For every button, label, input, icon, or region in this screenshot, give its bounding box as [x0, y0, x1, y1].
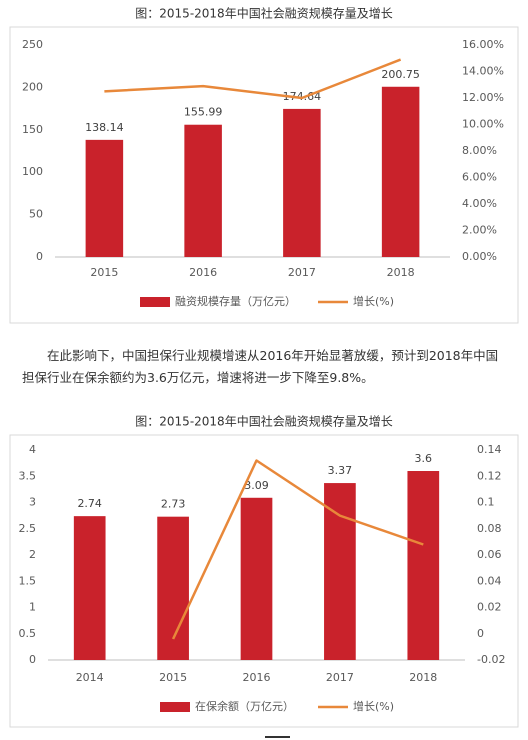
chart-frame: [9, 434, 519, 728]
y2-tick-label: 16.00%: [462, 38, 504, 51]
y2-tick-label: 4.00%: [462, 197, 497, 210]
y-tick-label: 3.5: [19, 469, 37, 482]
y-tick-label: 150: [22, 123, 43, 136]
x-tick-label: 2017: [326, 671, 354, 684]
y-tick-label: 200: [22, 80, 43, 93]
legend-label: 增长(%): [353, 699, 394, 713]
x-tick-label: 2014: [76, 671, 104, 684]
y2-tick-label: 0: [477, 627, 484, 640]
line: [171, 459, 424, 640]
legend-label: 增长(%): [353, 294, 394, 308]
y2-tick-label: 10.00%: [462, 118, 504, 131]
y2-tick-label: -0.02: [477, 653, 505, 666]
bar: [240, 497, 273, 660]
y-tick-label: 1: [29, 601, 36, 614]
chart-frame: [9, 26, 519, 324]
bar: [184, 124, 222, 257]
y-tick-label: 3: [29, 496, 36, 509]
y-tick-label: 100: [22, 165, 43, 178]
value-label: 3.37: [328, 464, 353, 477]
chart-title: 图：2015-2018年中国社会融资规模存量及增长: [135, 6, 392, 21]
value-label: 2.73: [161, 498, 186, 511]
bar: [324, 483, 356, 660]
bar: [85, 139, 124, 257]
x-tick-label: 2015: [90, 266, 118, 279]
value-label: 155.99: [184, 106, 223, 119]
x-tick-label: 2017: [288, 266, 316, 279]
y-tick-label: 2: [29, 548, 36, 561]
x-tick-label: 2018: [409, 671, 437, 684]
x-tick-label: 2015: [159, 671, 187, 684]
y2-tick-label: 0.1: [477, 496, 495, 509]
y-tick-label: 1.5: [19, 574, 37, 587]
value-label: 3.09: [244, 479, 269, 492]
x-tick-label: 2016: [243, 671, 271, 684]
y-tick-label: 50: [29, 208, 43, 221]
value-label: 138.14: [85, 121, 124, 134]
bar: [381, 86, 420, 257]
y-tick-label: 2.5: [19, 522, 37, 535]
x-tick-label: 2016: [189, 266, 217, 279]
x-tick-label: 2018: [387, 266, 415, 279]
paragraph: 在此影响下，中国担保行业规模增速从2016年开始显著放缓，预计到2018年中国担…: [22, 348, 499, 385]
y2-tick-label: 12.00%: [462, 91, 504, 104]
y2-tick-label: 0.00%: [462, 250, 497, 263]
y2-tick-label: 14.00%: [462, 65, 504, 78]
chart-title: 图：2015-2018年中国社会融资规模存量及增长: [135, 414, 392, 429]
y-tick-label: 0.5: [19, 627, 37, 640]
y-tick-label: 0: [36, 250, 43, 263]
y2-tick-label: 8.00%: [462, 144, 497, 157]
y2-tick-label: 0.04: [477, 574, 502, 587]
y2-tick-label: 0.14: [477, 443, 502, 456]
value-label: 2.74: [77, 497, 102, 510]
y2-tick-label: 0.06: [477, 548, 502, 561]
value-label: 200.75: [381, 68, 420, 81]
legend-swatch: [140, 297, 170, 307]
bar: [73, 516, 106, 660]
line: [104, 58, 402, 100]
y-tick-label: 0: [29, 653, 36, 666]
y2-tick-label: 2.00%: [462, 224, 497, 237]
y-tick-label: 4: [29, 443, 36, 456]
bar: [283, 108, 321, 258]
y2-tick-label: 0.08: [477, 522, 502, 535]
legend-label: 融资规模存量（万亿元）: [175, 294, 296, 308]
bar: [407, 471, 440, 660]
legend-swatch: [160, 702, 190, 712]
y2-tick-label: 0.12: [477, 469, 502, 482]
legend-label: 在保余额（万亿元）: [195, 699, 294, 713]
y2-tick-label: 6.00%: [462, 171, 497, 184]
value-label: 3.6: [415, 452, 433, 465]
y-tick-label: 250: [22, 38, 43, 51]
y2-tick-label: 0.02: [477, 601, 502, 614]
